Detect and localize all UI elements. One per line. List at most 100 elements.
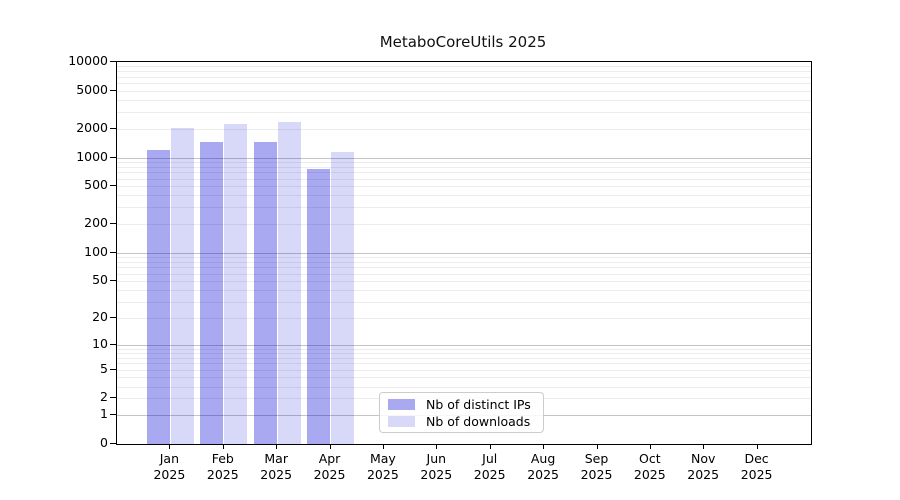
x-tick: [489, 444, 491, 449]
minor-gridline: [117, 83, 811, 85]
minor-gridline: [117, 267, 811, 269]
decade-gridline: [117, 344, 811, 346]
x-tick: [543, 444, 545, 449]
minor-gridline: [117, 178, 811, 180]
minor-gridline: [117, 256, 811, 258]
minor-gridline: [117, 195, 811, 197]
y-tick: [110, 443, 116, 444]
minor-gridline: [117, 166, 811, 168]
minor-gridline: [117, 261, 811, 263]
x-tick-label: Oct 2025: [633, 451, 666, 482]
minor-gridline: [117, 128, 811, 130]
y-tick-label: 20: [92, 308, 108, 324]
x-tick-label: Mar 2025: [260, 451, 293, 482]
minor-gridline: [117, 377, 811, 379]
minor-gridline: [117, 352, 811, 354]
x-tick: [649, 444, 651, 449]
minor-gridline: [117, 363, 811, 365]
bar-nb-of-distinct-ips-mar-2025: [253, 142, 277, 444]
x-tick-label: Jan 2025: [153, 451, 186, 482]
x-tick-label: May 2025: [366, 451, 399, 482]
chart-title: MetaboCoreUtils 2025: [379, 33, 547, 51]
x-tick: [436, 444, 438, 449]
bar-nb-of-distinct-ips-feb-2025: [200, 142, 224, 444]
minor-gridline: [117, 66, 811, 68]
x-tick-label: Aug 2025: [527, 451, 559, 482]
x-tick: [756, 444, 758, 449]
y-tick-label: 5: [100, 360, 108, 376]
decade-gridline: [117, 157, 811, 159]
minor-gridline: [117, 290, 811, 291]
x-tick: [382, 444, 384, 449]
x-tick: [276, 444, 278, 449]
minor-gridline: [117, 76, 811, 78]
y-tick-label: 1: [100, 406, 108, 422]
y-tick: [110, 89, 116, 91]
y-tick-label: 200: [84, 215, 108, 230]
minor-gridline: [117, 348, 811, 350]
y-tick-label: 100: [84, 243, 108, 259]
minor-gridline: [117, 186, 811, 188]
legend-label-downloads: Nb of downloads: [426, 413, 531, 429]
y-tick: [110, 397, 116, 399]
y-tick-label: 1000: [76, 148, 108, 164]
x-tick-label: Nov 2025: [687, 451, 720, 482]
bar-nb-of-downloads-mar-2025: [277, 121, 301, 444]
y-tick: [110, 368, 116, 370]
y-tick-label: 2: [100, 389, 108, 405]
x-tick-label: Sep 2025: [580, 451, 613, 482]
y-tick: [110, 279, 116, 281]
legend-swatch-downloads: [388, 415, 415, 427]
minor-gridline: [117, 90, 811, 92]
minor-gridline: [117, 386, 811, 388]
legend-item-downloads: Nb of downloads: [388, 415, 535, 428]
y-tick-label: 2000: [76, 119, 108, 135]
decade-gridline: [117, 252, 811, 254]
y-tick-label: 10000: [68, 53, 108, 68]
y-tick: [110, 156, 116, 158]
x-tick: [222, 444, 224, 449]
minor-gridline: [117, 224, 811, 225]
minor-gridline: [117, 111, 811, 113]
y-tick-label: 50: [92, 271, 108, 287]
y-tick: [110, 127, 116, 129]
legend-swatch-distinct-ips: [388, 398, 415, 410]
y-tick-label: 500: [84, 177, 108, 193]
bar-nb-of-downloads-feb-2025: [224, 123, 248, 444]
minor-gridline: [117, 273, 811, 275]
y-tick-label: 10: [92, 335, 108, 351]
x-tick-label: Apr 2025: [313, 451, 346, 482]
x-tick-label: Jun 2025: [420, 451, 453, 482]
y-tick: [110, 223, 116, 224]
bar-nb-of-downloads-apr-2025: [331, 151, 354, 444]
legend-item-distinct-ips: Nb of distinct IPs: [388, 398, 535, 411]
bar-nb-of-distinct-ips-jan-2025: [146, 149, 170, 444]
minor-gridline: [117, 280, 811, 282]
y-tick-label: 5000: [76, 81, 108, 97]
y-tick: [110, 343, 116, 345]
y-tick: [110, 316, 116, 318]
plot-layers: [117, 62, 811, 444]
minor-gridline: [117, 301, 811, 303]
y-tick: [110, 61, 116, 62]
minor-gridline: [117, 71, 811, 73]
y-tick: [110, 185, 116, 187]
x-tick-label: Dec 2025: [740, 451, 773, 482]
x-tick: [703, 444, 705, 449]
minor-gridline: [117, 317, 811, 319]
bar-nb-of-downloads-jan-2025: [170, 127, 194, 444]
y-tick: [110, 251, 116, 253]
x-tick: [596, 444, 598, 449]
minor-gridline: [117, 207, 811, 209]
x-tick: [169, 444, 171, 449]
minor-gridline: [117, 161, 811, 163]
plot-area: [116, 61, 812, 445]
legend: Nb of distinct IPs Nb of downloads: [379, 392, 544, 433]
minor-gridline: [117, 100, 811, 101]
x-tick-label: Feb 2025: [206, 451, 239, 482]
x-tick: [329, 444, 331, 449]
x-tick-label: Jul 2025: [473, 451, 506, 482]
minor-gridline: [117, 172, 811, 174]
y-tick: [110, 414, 116, 416]
